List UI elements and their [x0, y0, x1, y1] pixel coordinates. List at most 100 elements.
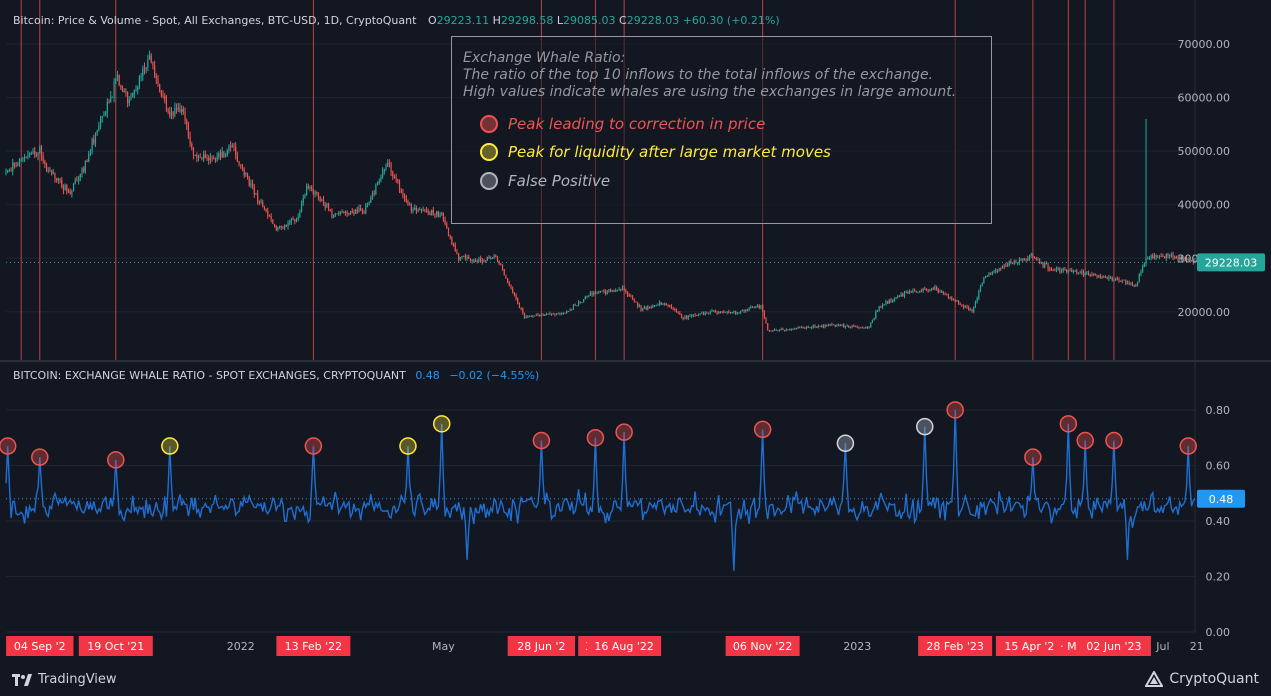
candle-body: [145, 67, 147, 69]
candle-body: [415, 207, 417, 212]
candle-body: [1093, 273, 1095, 275]
candle-body: [966, 306, 968, 308]
candle-body: [51, 170, 53, 174]
candle-body: [454, 244, 456, 252]
candle-body: [1155, 254, 1157, 258]
candle-body: [505, 275, 507, 279]
peak-marker-correction: [0, 437, 17, 455]
candle-body: [645, 306, 647, 310]
candle-body: [655, 305, 657, 307]
whale-tick-label: 0.40: [1206, 515, 1231, 528]
candle-body: [243, 168, 245, 175]
candle-body: [302, 198, 304, 204]
candle-body: [216, 156, 218, 161]
candle-body: [106, 101, 108, 113]
event-date-label: · M: [1060, 640, 1076, 653]
candle-body: [915, 291, 917, 293]
candle-body: [230, 145, 232, 148]
candle-body: [929, 289, 931, 292]
candle-body: [127, 91, 129, 103]
candle-body: [817, 325, 819, 328]
candle-body: [528, 315, 531, 317]
candle-body: [186, 120, 188, 126]
candle-body: [1049, 269, 1051, 271]
candle-body: [268, 215, 271, 217]
candle-body: [866, 327, 868, 329]
candle-body: [831, 324, 833, 326]
candle-body: [706, 312, 708, 314]
candle-body: [871, 319, 874, 323]
event-date-badge: [78, 636, 153, 656]
candle-body: [12, 162, 14, 172]
candle-body: [596, 292, 598, 294]
candle-body: [768, 329, 770, 331]
candle-body: [885, 301, 887, 305]
candle-body: [76, 180, 78, 182]
candle-body: [562, 312, 564, 314]
candle-body: [881, 304, 884, 308]
candle-body: [30, 153, 32, 155]
candle-body: [1012, 262, 1014, 264]
candle-body: [71, 191, 73, 194]
candle-body: [547, 313, 549, 315]
candle-body: [728, 311, 730, 313]
candle-body: [306, 186, 308, 195]
candle-body: [27, 154, 29, 158]
candle-body: [160, 91, 162, 96]
candle-body: [356, 209, 358, 212]
candle-body: [691, 315, 693, 317]
candle-body: [493, 255, 495, 258]
candle-body: [959, 304, 961, 306]
candle-body: [1135, 285, 1137, 287]
candle-body: [81, 168, 83, 174]
candle-body: [96, 130, 98, 134]
candle-body: [1074, 270, 1076, 272]
candle-body: [946, 294, 948, 296]
candle-body: [211, 157, 213, 159]
candle-body: [108, 101, 110, 103]
event-date-badge: [1076, 636, 1151, 656]
candle-body: [78, 177, 80, 181]
candle-body: [471, 259, 473, 262]
candle-body: [501, 264, 504, 270]
candle-body: [625, 290, 627, 292]
cryptoquant-brand[interactable]: CryptoQuant: [1145, 671, 1259, 687]
candle-body: [520, 307, 522, 309]
candle-body: [1118, 279, 1120, 281]
tradingview-brand[interactable]: TradingView: [12, 672, 117, 687]
candle-body: [165, 100, 168, 110]
candle-body: [105, 112, 107, 115]
candle-body: [251, 183, 254, 187]
candle-body: [25, 156, 27, 158]
candle-body: [110, 96, 112, 102]
candle-body: [376, 183, 379, 185]
candle-body: [702, 312, 705, 315]
candle-body: [294, 220, 296, 222]
candle-body: [1174, 257, 1176, 259]
candle-body: [498, 260, 500, 264]
candle-body: [155, 75, 157, 79]
candle-body: [1152, 255, 1154, 259]
candle-body: [1189, 258, 1191, 261]
whale-ratio-line: [5, 409, 1196, 571]
candle-body: [331, 211, 333, 218]
candle-body: [584, 296, 586, 300]
indicator-title: BITCOIN: EXCHANGE WHALE RATIO - SPOT EXC…: [13, 369, 406, 382]
candle-body: [969, 309, 971, 311]
candle-body: [735, 310, 737, 314]
candle-body: [598, 291, 600, 293]
candle-body: [1131, 283, 1134, 286]
candle-body: [133, 90, 135, 94]
candle-body: [993, 271, 995, 273]
candle-body: [138, 76, 141, 88]
candle-body: [861, 327, 863, 329]
candle-body: [870, 322, 872, 328]
candle-body: [338, 212, 340, 214]
candle-body: [62, 187, 65, 191]
candle-body: [555, 313, 558, 315]
candle-body: [336, 213, 338, 215]
peak-marker-correction: [107, 451, 125, 469]
event-date-badge: [587, 636, 662, 656]
candle-body: [1050, 269, 1053, 271]
candle-body: [370, 197, 372, 203]
